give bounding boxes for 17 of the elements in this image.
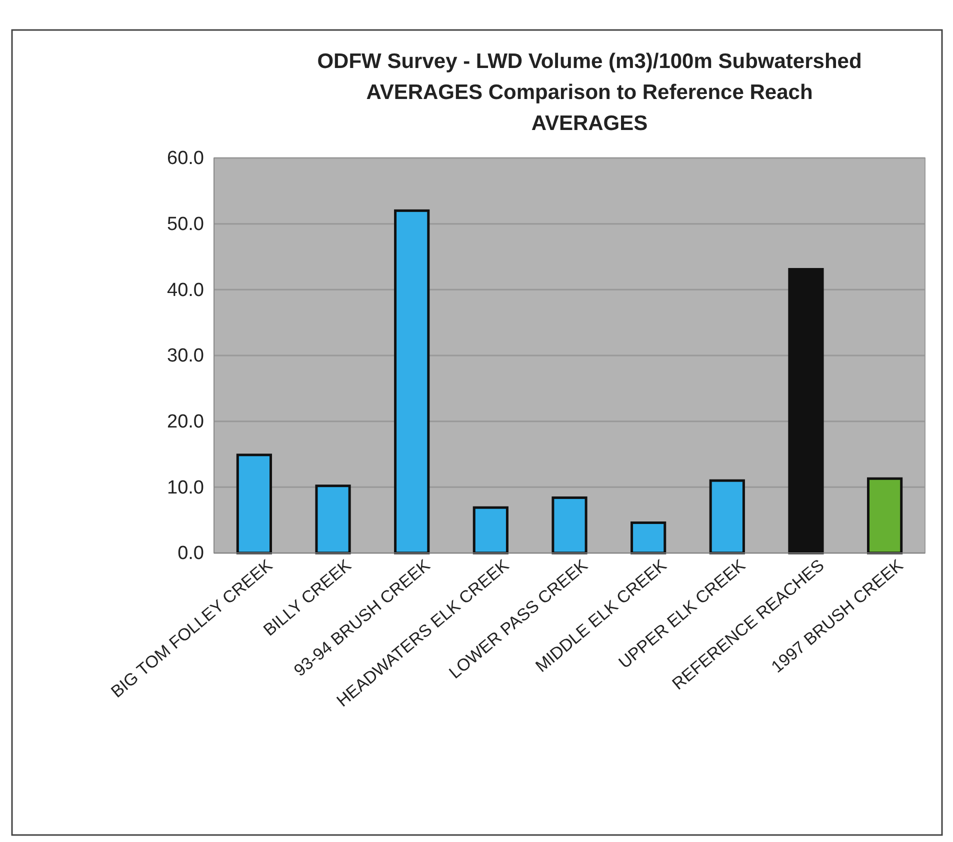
y-tick-label: 10.0: [167, 477, 204, 498]
bar: [788, 268, 824, 554]
y-tick-label: 60.0: [167, 148, 204, 170]
y-tick-label: 50.0: [167, 214, 204, 235]
y-tick-label: 30.0: [167, 346, 204, 367]
bar: [236, 454, 272, 554]
chart-title: ODFW Survey - LWD Volume (m3)/100m Subwatershed AVERAGES Comparison to Reference Reach AVERAGES: [317, 50, 862, 135]
bar: [866, 477, 903, 554]
bar: [394, 209, 430, 554]
y-tick-label: 40.0: [167, 280, 204, 301]
y-tick-label: 0.0: [178, 543, 204, 564]
bar: [472, 506, 508, 554]
y-tick-label: 20.0: [167, 411, 204, 432]
bar: [709, 479, 745, 554]
bar: [552, 496, 588, 554]
bar: [315, 484, 351, 554]
bar: [630, 521, 666, 554]
